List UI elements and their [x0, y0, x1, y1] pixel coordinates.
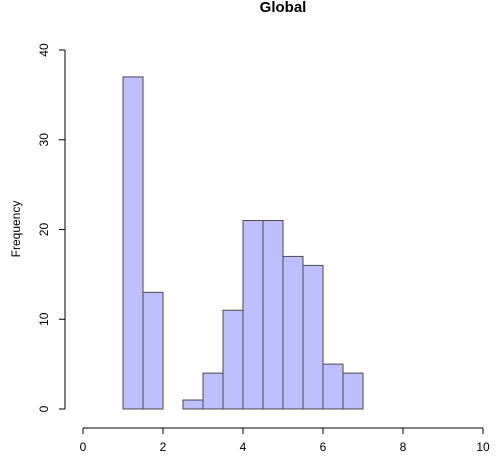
histogram-bar [342, 372, 364, 410]
histogram-bar [202, 372, 224, 410]
bars-group [122, 76, 364, 410]
x-axis: 0 2 4 6 8 10 [80, 427, 490, 454]
y-axis-label: Frequency [9, 201, 23, 258]
histogram-bar [242, 220, 264, 410]
y-tick-label: 30 [37, 133, 51, 147]
y-tick-label: 20 [37, 223, 51, 237]
x-tick-label: 10 [476, 440, 490, 454]
histogram-bar [282, 255, 304, 410]
histogram-bar [182, 399, 204, 410]
chart-title: Global [260, 0, 307, 16]
x-tick-label: 2 [160, 440, 167, 454]
histogram-bar [222, 309, 244, 410]
y-tick-label: 0 [37, 405, 51, 412]
histogram-bar [302, 264, 324, 410]
histogram-bar [322, 363, 344, 410]
y-tick-label: 40 [37, 43, 51, 57]
x-tick-label: 6 [320, 440, 327, 454]
x-tick-label: 8 [400, 440, 407, 454]
x-tick-label: 0 [80, 440, 87, 454]
x-tick-label: 4 [240, 440, 247, 454]
histogram-bar [262, 220, 284, 410]
y-tick-label: 10 [37, 312, 51, 326]
histogram-bar [122, 76, 144, 410]
histogram-bar [142, 291, 164, 410]
y-axis: 0 10 20 30 40 [37, 43, 66, 412]
